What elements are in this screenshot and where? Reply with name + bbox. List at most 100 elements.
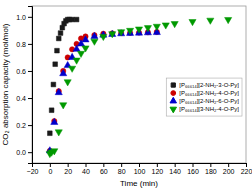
tick: 40 xyxy=(82,163,90,175)
tick-mark xyxy=(28,98,32,99)
point xyxy=(74,17,79,22)
point xyxy=(51,149,58,155)
tick-mark xyxy=(121,163,122,167)
tick-mark xyxy=(86,163,87,167)
tick-label: 40 xyxy=(82,168,90,175)
point xyxy=(52,118,57,123)
legend-item: [P₆₆₆₁₄][2-NH₂-6-O-Py] xyxy=(170,97,239,104)
tick-label: 220 xyxy=(241,168,252,175)
point xyxy=(109,32,116,38)
tick: 0.8 xyxy=(16,41,32,48)
tick: 0.6 xyxy=(16,68,32,75)
point xyxy=(144,26,151,32)
series xyxy=(46,28,160,152)
point xyxy=(60,70,67,76)
plot: −200204060801001201401601802002200.00.20… xyxy=(16,6,252,175)
point xyxy=(69,66,76,72)
tick: 1.0 xyxy=(16,14,32,21)
tick-mark xyxy=(50,163,51,167)
tick-mark xyxy=(157,163,158,167)
point xyxy=(225,17,232,23)
y-axis-title: CO₂ absorption capacity (mol/mol) xyxy=(1,23,10,145)
tick: 220 xyxy=(241,163,252,175)
point xyxy=(189,20,196,26)
point xyxy=(51,82,56,87)
point xyxy=(135,27,142,33)
point xyxy=(56,89,61,94)
point xyxy=(100,34,107,40)
tick: 0.4 xyxy=(16,95,32,102)
point xyxy=(127,29,134,35)
axis-line xyxy=(28,7,33,164)
point xyxy=(207,18,214,24)
tick-label: 0.0 xyxy=(16,149,26,156)
point xyxy=(51,118,58,124)
tick-label: 80 xyxy=(118,168,126,175)
tick-label: 1.0 xyxy=(16,14,26,21)
legend: [P₆₆₆₁₄][2-NH₂-3-O-Py] [P₆₆₆₁₄][2-NH₂-4-O… xyxy=(166,78,242,116)
point xyxy=(55,130,62,136)
point xyxy=(118,30,125,36)
tick-mark xyxy=(210,163,211,167)
axis-line xyxy=(33,164,247,168)
tick-label: −20 xyxy=(27,168,39,175)
tick-label: 0 xyxy=(48,168,52,175)
point xyxy=(171,22,178,28)
tick: 80 xyxy=(118,163,126,175)
legend-label: [P₆₆₆₁₄][3-NH₂-4-O-Py] xyxy=(179,106,239,112)
legend-item: [P₆₆₆₁₄][2-NH₂-4-O-Py] xyxy=(171,90,239,96)
legend-symbol xyxy=(170,97,176,103)
tick: 180 xyxy=(205,163,217,175)
tick: 200 xyxy=(223,163,235,175)
point xyxy=(162,23,169,29)
point xyxy=(119,30,124,35)
tick-mark xyxy=(28,71,32,72)
point xyxy=(49,108,54,113)
tick: 120 xyxy=(151,163,163,175)
point xyxy=(55,48,60,53)
tick: 160 xyxy=(187,163,199,175)
tick-label: 120 xyxy=(151,168,163,175)
tick-mark xyxy=(246,163,247,167)
tick-label: 100 xyxy=(134,168,146,175)
tick-label: 180 xyxy=(205,168,217,175)
legend-symbol xyxy=(171,83,175,87)
tick: 60 xyxy=(100,163,108,175)
legend-label: [P₆₆₆₁₄][2-NH₂-4-O-Py] xyxy=(179,90,239,96)
point xyxy=(153,24,160,30)
tick-mark xyxy=(175,163,176,167)
y-axis: 0.0 0.2 0.4 0.6 0.8 1.0 xyxy=(16,7,32,164)
tick-mark xyxy=(68,163,69,167)
tick-label: 0.8 xyxy=(16,41,26,48)
tick-mark xyxy=(28,17,32,18)
point xyxy=(82,36,89,42)
point xyxy=(47,131,52,136)
tick-mark xyxy=(28,125,32,126)
point xyxy=(53,62,58,67)
point xyxy=(91,32,98,38)
chart: −200204060801001201401601802002200.00.20… xyxy=(0,0,252,189)
tick-label: 0.4 xyxy=(16,95,26,102)
x-axis-title: Time (min) xyxy=(120,179,158,188)
tick-label: 160 xyxy=(187,168,199,175)
tick-label: 20 xyxy=(64,168,72,175)
tick: −20 xyxy=(27,163,39,175)
point xyxy=(127,28,134,34)
point xyxy=(73,58,80,64)
point xyxy=(77,51,84,57)
point xyxy=(70,17,75,22)
tick-mark xyxy=(139,163,140,167)
series xyxy=(47,17,78,135)
tick-label: 60 xyxy=(100,168,108,175)
point xyxy=(92,32,97,37)
legend-label: [P₆₆₆₁₄][2-NH₂-3-O-Py] xyxy=(179,82,239,88)
legend-symbol xyxy=(170,107,176,113)
point xyxy=(64,80,71,86)
point xyxy=(56,36,61,41)
tick: 0 xyxy=(48,163,52,175)
series xyxy=(47,29,159,153)
tick-label: 0.2 xyxy=(16,122,26,129)
tick-mark xyxy=(103,163,104,167)
tick-label: 140 xyxy=(169,168,181,175)
tick-mark xyxy=(28,152,32,153)
